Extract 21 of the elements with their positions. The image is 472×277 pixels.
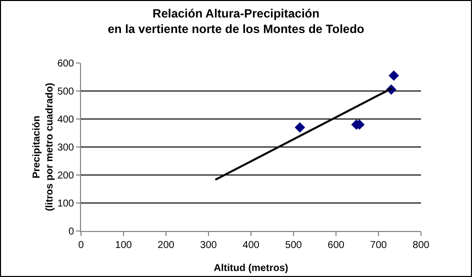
y-tick-label: 600: [57, 58, 74, 70]
x-tick-label: 400: [242, 240, 260, 251]
x-axis-title: Altitud (metros): [214, 263, 288, 274]
y-tick-label: 100: [57, 198, 74, 210]
y-tick-label: 200: [57, 170, 74, 182]
y-tick-label: 500: [57, 86, 74, 98]
x-tick-label: 500: [285, 240, 302, 251]
y-axis-title: Precipitación (litros por metro cuadrado): [31, 82, 56, 212]
x-tick-label: 0: [78, 240, 84, 251]
chart-title: Relación Altura-Precipitación en la vertiente norte de los Montes de Toledo: [108, 6, 364, 36]
x-tick-label: 700: [370, 240, 388, 251]
point: [294, 122, 306, 133]
x-tick-label: 100: [115, 240, 132, 251]
x-tick-label: 300: [200, 240, 218, 251]
y-tick-label: 0: [68, 226, 74, 238]
x-tick-label: 800: [412, 240, 430, 251]
y-tick-label: 400: [57, 114, 74, 126]
point: [388, 70, 399, 81]
y-tick-label: 300: [57, 142, 74, 154]
x-tick-label: 200: [158, 240, 175, 251]
x-tick-label: 600: [328, 240, 345, 251]
